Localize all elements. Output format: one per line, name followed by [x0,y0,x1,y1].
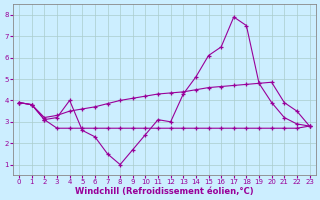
X-axis label: Windchill (Refroidissement éolien,°C): Windchill (Refroidissement éolien,°C) [75,187,254,196]
